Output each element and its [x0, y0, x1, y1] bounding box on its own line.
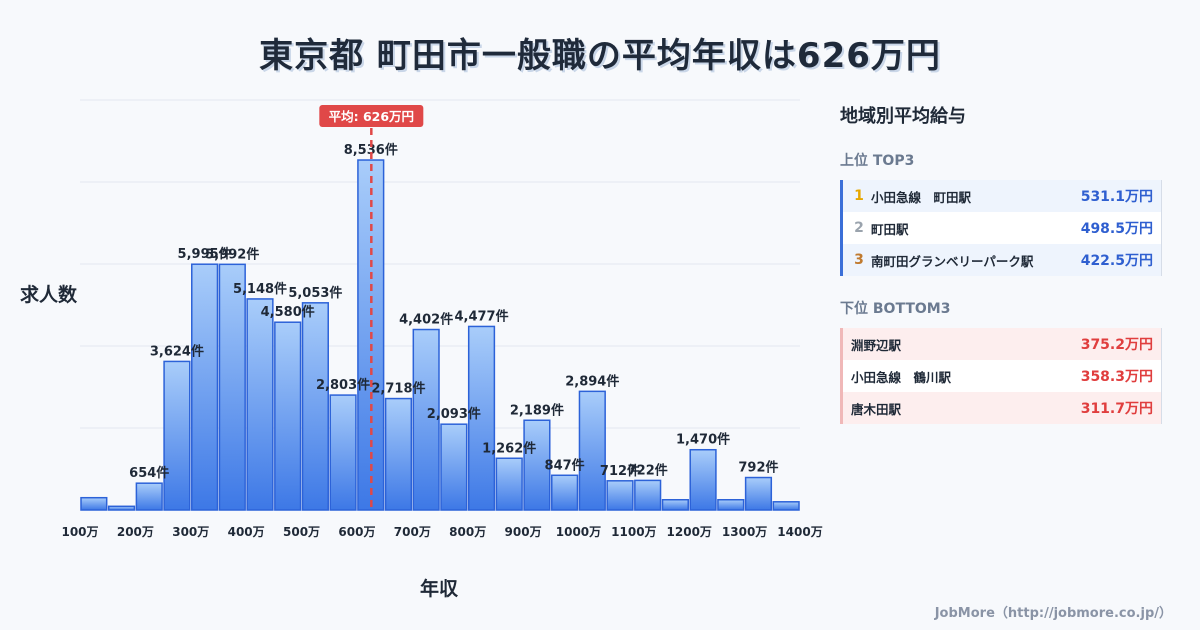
bar [661, 499, 689, 511]
average-label: 平均: 626万円 [329, 109, 414, 124]
bar-label: 712件 [600, 463, 640, 479]
x-tick-label: 900万 [505, 525, 542, 539]
rank-number: 2 [854, 220, 864, 236]
x-tick-label: 500万 [283, 525, 320, 539]
table-row: 3 南町田グランベリーパーク駅 422.5万円 [843, 244, 1161, 276]
x-tick-label: 1400万 [777, 525, 822, 539]
station-name: 南町田グランベリーパーク駅 [871, 253, 1034, 269]
table-row: 2 町田駅 498.5万円 [843, 212, 1161, 244]
x-tick-label: 300万 [172, 525, 209, 539]
salary-value: 311.7万円 [1080, 401, 1153, 417]
panel-title: 地域別平均給与 [840, 106, 966, 127]
bar [717, 499, 745, 511]
bar [634, 479, 662, 511]
bar [384, 397, 413, 511]
bar [274, 321, 302, 511]
x-tick-label: 600万 [338, 525, 375, 539]
average-marker: 平均: 626万円 [319, 105, 424, 510]
x-tick-label: 400万 [228, 525, 265, 539]
station-name: 町田駅 [871, 221, 909, 237]
bar [523, 419, 551, 511]
salary-value: 422.5万円 [1080, 253, 1153, 269]
region-salary-panel: 地域別平均給与 上位 TOP3 1 小田急線 町田駅 531.1万円 2 町田駅… [840, 102, 1162, 446]
bar [80, 496, 108, 511]
x-tick-label: 1000万 [556, 525, 601, 539]
bar [218, 263, 246, 511]
bar [578, 390, 606, 511]
bar [772, 501, 800, 511]
bar [412, 328, 440, 511]
bar [135, 482, 163, 511]
bar [246, 298, 274, 511]
station-name: 淵野辺駅 [851, 337, 902, 353]
bar-label: 2,718件 [371, 381, 425, 397]
table-row: 淵野辺駅 375.2万円 [843, 328, 1161, 360]
bar [689, 448, 717, 511]
salary-value: 358.3万円 [1080, 369, 1153, 385]
x-tick-label: 100万 [61, 525, 98, 539]
bottom-section-title: 下位 BOTTOM3 [840, 301, 951, 317]
bar-label: 5,148件 [233, 281, 287, 297]
bars [80, 159, 800, 511]
bar-label: 2,803件 [316, 377, 370, 393]
y-axis-label: 求人数 [20, 284, 78, 306]
bar-label: 5,995件 [178, 246, 232, 262]
page-title: 東京都 町田市一般職の平均年収は626万円 [259, 36, 941, 76]
bar-label: 3,624件 [150, 343, 204, 359]
x-tick-label: 800万 [449, 525, 486, 539]
bar-label: 8,536件 [344, 142, 398, 158]
bar [107, 505, 136, 511]
bar-label: 847件 [545, 457, 585, 473]
bar-label: 1,470件 [676, 432, 730, 448]
bar-label: 2,894件 [565, 373, 619, 389]
bar-label: 792件 [738, 460, 778, 476]
salary-value: 531.1万円 [1080, 189, 1153, 205]
station-name: 小田急線 鶴川駅 [851, 369, 952, 385]
bar [744, 476, 773, 511]
salary-value: 375.2万円 [1080, 337, 1153, 353]
average-badge [319, 105, 424, 127]
x-tick-label: 1100万 [611, 525, 656, 539]
bar-label: 5,053件 [288, 285, 342, 301]
bar [329, 394, 357, 511]
bar-label: 654件 [129, 465, 169, 481]
x-axis-ticks: 100万 200万 300万 400万 500万 600万 700万 800万 900万 1000… [61, 525, 822, 539]
bar-label: 4,477件 [454, 308, 508, 324]
bar-label: 2,093件 [427, 406, 481, 422]
bar-label: 722件 [628, 462, 668, 478]
x-tick-label: 1300万 [722, 525, 767, 539]
bar [606, 480, 634, 511]
bar [495, 457, 523, 511]
table-row: 1 小田急線 町田駅 531.1万円 [843, 180, 1161, 212]
bar-label: 4,580件 [261, 304, 315, 320]
rank-number: 3 [854, 252, 864, 268]
bar-label: 5,992件 [205, 246, 259, 262]
bar [191, 263, 219, 511]
bar [551, 474, 579, 511]
table-row: 小田急線 鶴川駅 358.3万円 [843, 360, 1161, 392]
bar-label: 4,402件 [399, 312, 453, 328]
table-row: 唐木田駅 311.7万円 [843, 392, 1161, 424]
bar-label: 2,189件 [510, 402, 564, 418]
bar [440, 423, 468, 511]
bar-label: 1,262件 [482, 440, 536, 456]
bar [163, 360, 191, 511]
x-tick-label: 1200万 [667, 525, 712, 539]
top-section-title: 上位 TOP3 [840, 153, 915, 169]
x-tick-label: 700万 [394, 525, 431, 539]
bottom-table: 淵野辺駅 375.2万円 小田急線 鶴川駅 358.3万円 唐木田駅 311.7… [840, 328, 1162, 424]
bar [467, 325, 496, 511]
station-name: 唐木田駅 [851, 401, 902, 417]
rank-number: 1 [854, 188, 864, 204]
x-axis-label: 年収 [420, 578, 459, 600]
salary-value: 498.5万円 [1080, 221, 1153, 237]
source-credit: JobMore（http://jobmore.co.jp/） [934, 606, 1172, 621]
x-tick-label: 200万 [117, 525, 154, 539]
bar [301, 302, 329, 511]
station-name: 小田急線 町田駅 [871, 189, 972, 205]
top-table: 1 小田急線 町田駅 531.1万円 2 町田駅 498.5万円 3 南町田グラ… [840, 180, 1162, 276]
